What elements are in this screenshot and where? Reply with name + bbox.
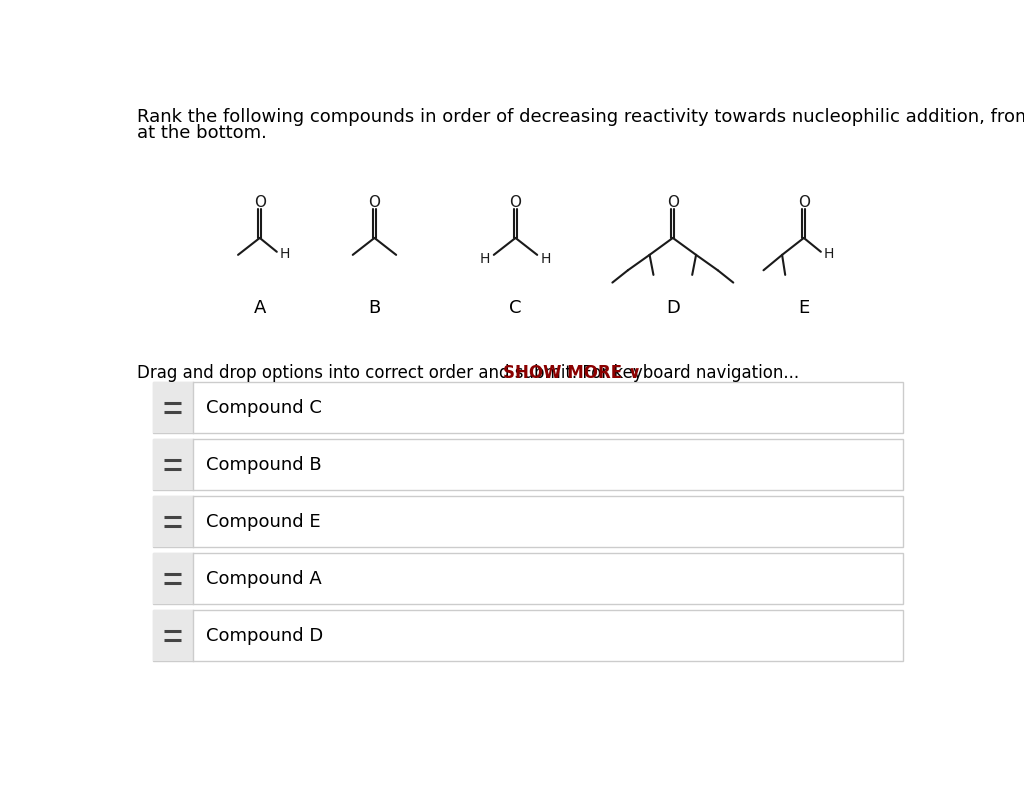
Text: H: H xyxy=(280,247,290,261)
Text: C: C xyxy=(509,299,522,316)
Text: H: H xyxy=(823,247,834,261)
FancyBboxPatch shape xyxy=(153,496,903,547)
FancyBboxPatch shape xyxy=(153,553,903,604)
FancyBboxPatch shape xyxy=(153,382,903,433)
Text: Rank the following compounds in order of decreasing reactivity towards nucleophi: Rank the following compounds in order of… xyxy=(137,108,1024,126)
Text: SHOW MORE ∨: SHOW MORE ∨ xyxy=(504,364,642,382)
Text: H: H xyxy=(541,251,551,266)
FancyBboxPatch shape xyxy=(153,610,194,661)
Text: Compound D: Compound D xyxy=(206,626,323,645)
Text: O: O xyxy=(510,195,521,210)
Text: Compound C: Compound C xyxy=(206,399,322,417)
Text: O: O xyxy=(667,195,679,210)
Text: Compound B: Compound B xyxy=(206,456,322,474)
Text: Drag and drop options into correct order and submit. For keyboard navigation...: Drag and drop options into correct order… xyxy=(137,364,810,382)
Text: H: H xyxy=(480,251,490,266)
FancyBboxPatch shape xyxy=(153,496,194,547)
Text: E: E xyxy=(798,299,809,316)
FancyBboxPatch shape xyxy=(153,553,194,604)
Text: O: O xyxy=(369,195,381,210)
Text: O: O xyxy=(798,195,810,210)
FancyBboxPatch shape xyxy=(153,439,194,490)
Text: D: D xyxy=(666,299,680,316)
FancyBboxPatch shape xyxy=(153,610,903,661)
Text: Compound A: Compound A xyxy=(206,569,322,588)
Text: O: O xyxy=(254,195,266,210)
Text: at the bottom.: at the bottom. xyxy=(137,124,267,142)
Text: B: B xyxy=(369,299,381,316)
Text: Compound E: Compound E xyxy=(206,512,321,531)
Text: A: A xyxy=(254,299,266,316)
FancyBboxPatch shape xyxy=(153,382,194,433)
FancyBboxPatch shape xyxy=(153,439,903,490)
